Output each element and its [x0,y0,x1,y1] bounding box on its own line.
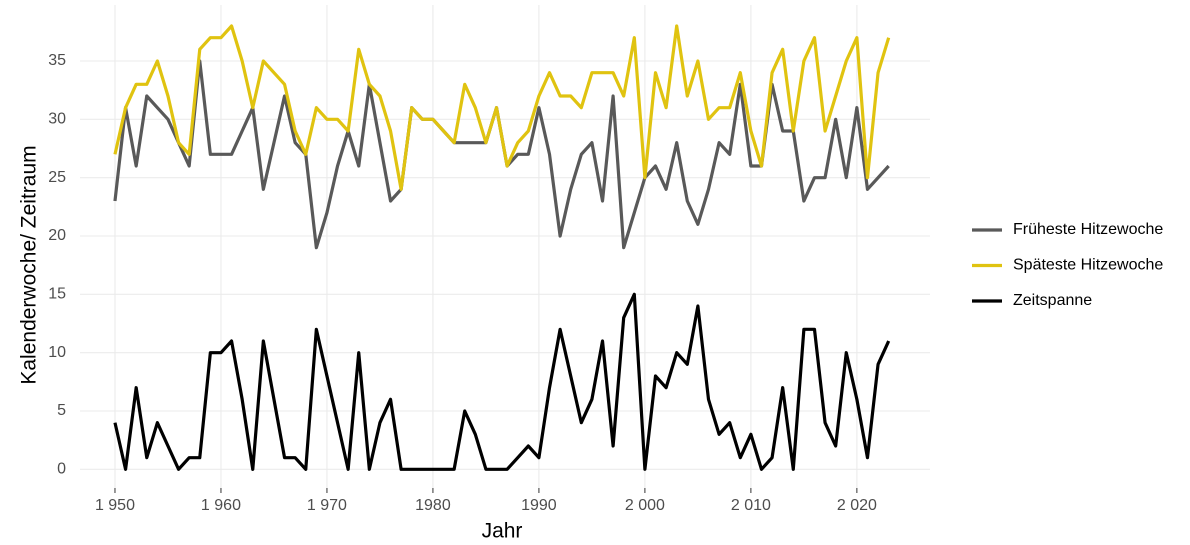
x-tick-label: 1990 [521,497,557,514]
y-tick-label: 0 [57,461,66,478]
plot-lines [113,24,891,471]
y-axis-title: Kalenderwoche/ Zeitraum [18,145,41,384]
x-tick-label: 1 950 [95,497,135,514]
legend-label: Zeitspanne [1013,292,1092,309]
x-tick-label: 1980 [415,497,451,514]
series-line [113,59,890,250]
legend: Früheste Hitzewoche Späteste Hitzewoche Ze… [972,221,1163,309]
x-tick-label: 2 000 [625,497,665,514]
x-axis-title: Jahr [482,520,523,543]
y-tick-label: 35 [48,52,66,69]
y-tick-label: 20 [48,227,66,244]
x-tick-label: 1 970 [307,497,347,514]
y-tick-label: 10 [48,344,66,361]
x-tick-label: 2 010 [731,497,771,514]
y-tick-label: 5 [57,402,66,419]
x-tick-label: 2 020 [837,497,877,514]
y-tick-label: 25 [48,169,66,186]
grid: 0 5 10 15 20 25 30 35 1 950 1 960 1 970 1980 1990 2 0… [48,5,930,514]
y-tick-label: 15 [48,286,66,303]
legend-label: Früheste Hitzewoche [1013,221,1163,238]
x-tick-label: 1 960 [201,497,241,514]
legend-label: Späteste Hitzewoche [1013,257,1163,274]
series-line [113,24,891,191]
y-tick-label: 30 [48,111,66,128]
series-line [113,292,891,471]
